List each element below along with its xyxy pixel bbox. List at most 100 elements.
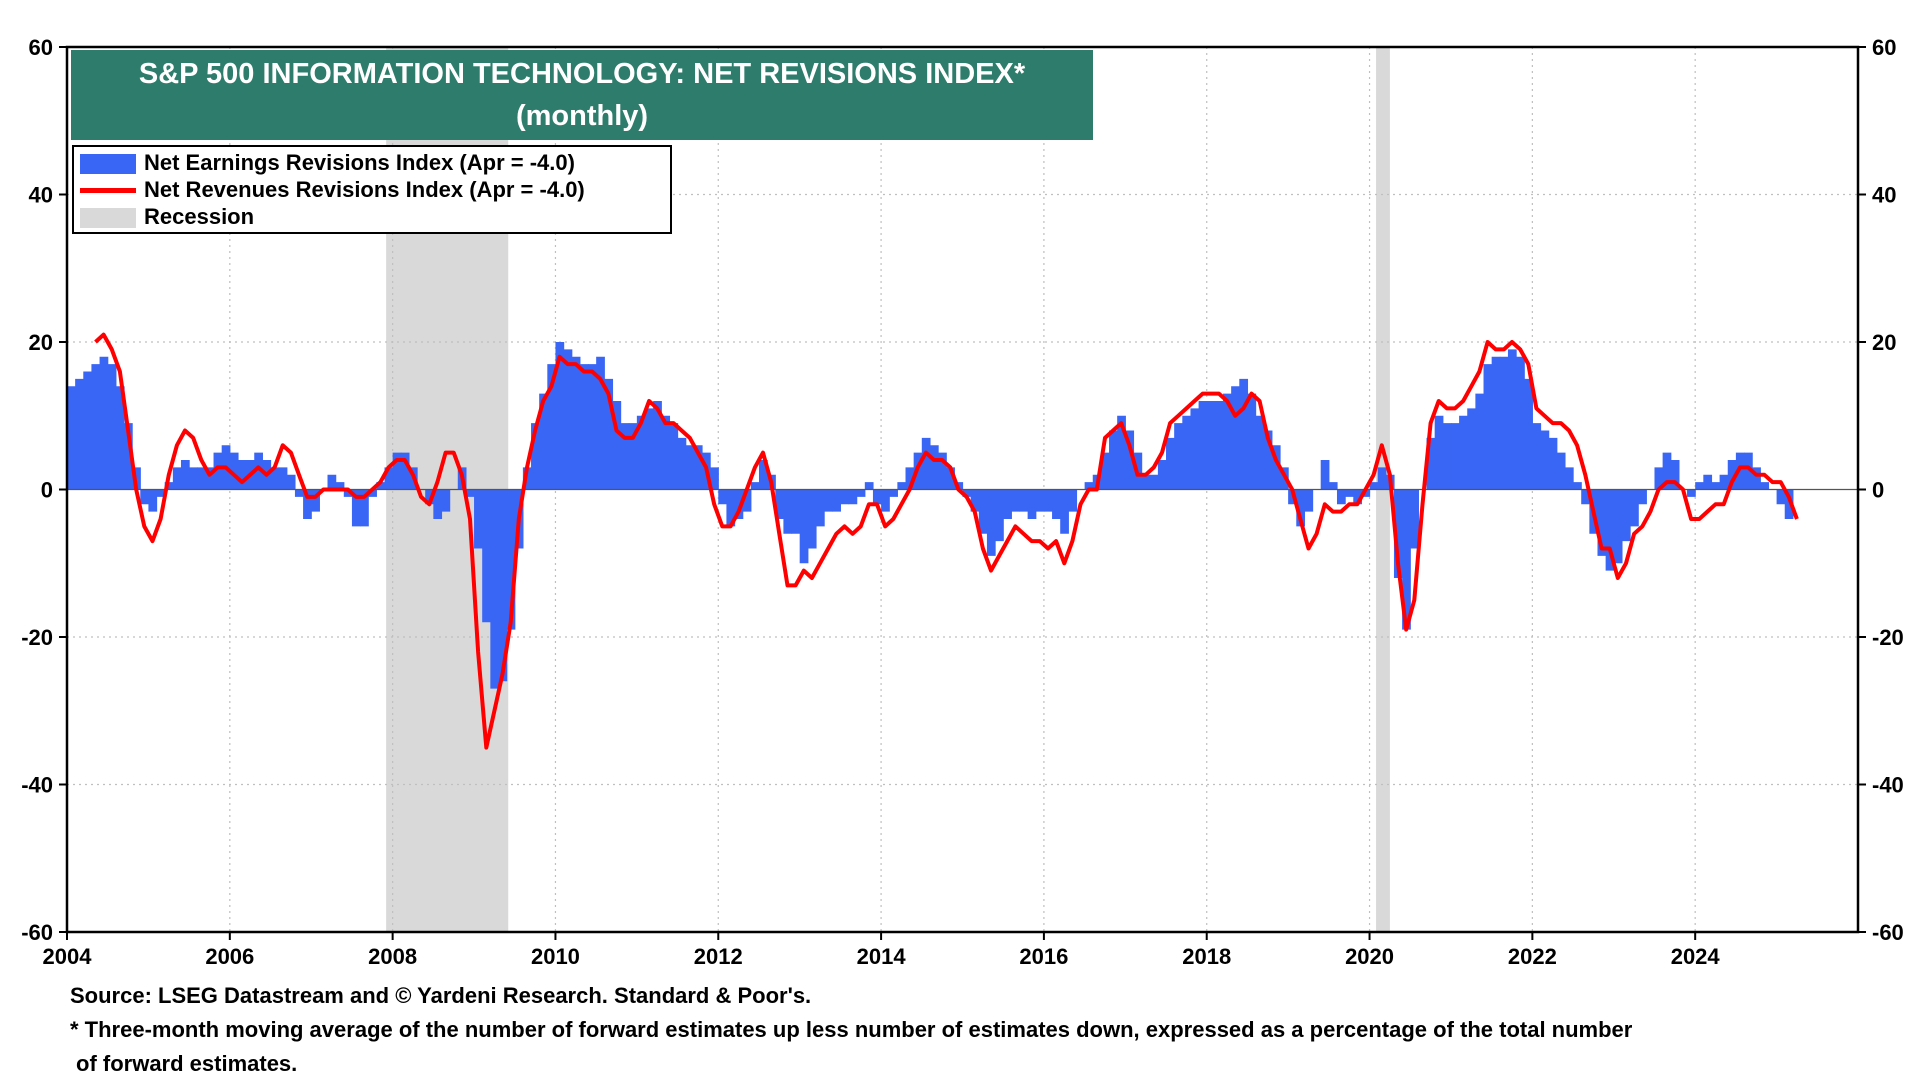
earnings-bar: [1630, 489, 1639, 527]
earnings-bar: [840, 489, 850, 505]
legend-item-revenues: Net Revenues Revisions Index (Apr = -4.0…: [74, 177, 670, 203]
earnings-bar: [824, 489, 833, 512]
earnings-bar: [864, 482, 874, 490]
earnings-bar: [1491, 356, 1501, 490]
earnings-bar: [91, 364, 101, 490]
earnings-bar: [938, 452, 947, 490]
earnings-bar: [1109, 430, 1118, 490]
earnings-bar: [1467, 408, 1476, 490]
earnings-bar: [661, 415, 671, 490]
earnings-bar: [1556, 452, 1566, 490]
legend-label-recession: Recession: [144, 204, 255, 229]
earnings-bar: [1353, 489, 1363, 505]
earnings-bar: [1719, 474, 1729, 490]
earnings-swatch: [80, 154, 136, 174]
y-tick-label-left: -40: [21, 773, 53, 798]
earnings-bar: [465, 489, 475, 497]
earnings-bar: [1516, 356, 1525, 490]
earnings-bar: [775, 489, 784, 519]
earnings-bar: [1670, 460, 1680, 490]
earnings-bar: [986, 489, 996, 556]
earnings-bar: [360, 489, 369, 527]
earnings-bar: [1442, 423, 1452, 490]
earnings-bar: [742, 489, 752, 512]
earnings-bar: [1687, 489, 1696, 497]
earnings-bar: [1190, 408, 1200, 490]
y-tick-label-right: 0: [1872, 478, 1884, 503]
earnings-bar: [384, 467, 394, 490]
earnings-bar: [1507, 349, 1517, 490]
earnings-bar: [1483, 364, 1493, 490]
x-tick-label: 2014: [857, 944, 907, 969]
earnings-bar: [351, 489, 361, 527]
earnings-bar: [1027, 489, 1037, 519]
earnings-bar: [1141, 474, 1151, 490]
earnings-bar: [1043, 489, 1053, 512]
earnings-bar: [832, 489, 841, 512]
y-tick-label-right: 60: [1872, 35, 1896, 60]
earnings-bar: [189, 467, 198, 490]
earnings-bar: [441, 489, 451, 512]
x-tick-label: 2022: [1508, 944, 1557, 969]
earnings-bar: [1426, 437, 1436, 490]
earnings-bar: [490, 489, 500, 689]
earnings-bar: [1361, 489, 1371, 497]
earnings-bar: [1304, 489, 1314, 512]
earnings-bar: [669, 423, 679, 490]
earnings-bar: [791, 489, 801, 534]
earnings-bar: [1125, 430, 1135, 490]
earnings-bar: [726, 489, 736, 527]
earnings-bar: [1621, 489, 1631, 542]
earnings-bar: [1060, 489, 1069, 534]
earnings-bar: [645, 408, 654, 490]
earnings-bar: [1369, 482, 1379, 490]
earnings-bar: [1744, 452, 1753, 490]
earnings-bar: [254, 452, 263, 490]
earnings-bar: [693, 445, 703, 490]
earnings-bar: [1239, 378, 1249, 490]
earnings-bar: [905, 467, 915, 490]
earnings-bar: [327, 474, 337, 490]
earnings-bar: [140, 489, 150, 505]
earnings-bar: [237, 460, 247, 490]
earnings-bar: [1524, 378, 1533, 490]
earnings-bar: [750, 482, 760, 490]
x-tick-label: 2008: [368, 944, 417, 969]
y-tick-label-left: -60: [21, 920, 53, 945]
earnings-bar: [180, 460, 190, 490]
earnings-bar: [1564, 467, 1574, 490]
earnings-bar: [1328, 482, 1338, 490]
earnings-bar: [571, 356, 581, 490]
earnings-bar: [107, 364, 117, 490]
y-tick-label-left: 40: [29, 183, 53, 208]
earnings-bar: [1223, 393, 1232, 490]
earnings-bar: [400, 452, 410, 490]
earnings-bar: [1271, 445, 1281, 490]
x-tick-label: 2020: [1345, 944, 1394, 969]
earnings-bar: [1182, 415, 1192, 490]
legend-label-earnings: Net Earnings Revisions Index (Apr = -4.0…: [144, 150, 575, 175]
earnings-bar: [929, 445, 939, 490]
earnings-bar: [1434, 415, 1444, 490]
earnings-bar: [1255, 415, 1265, 490]
earnings-bar: [628, 423, 638, 490]
earnings-bar: [83, 371, 93, 490]
earnings-bar: [1320, 460, 1330, 490]
grid-lines: [67, 47, 1858, 932]
earnings-bar: [156, 489, 166, 497]
earnings-bar: [555, 342, 565, 490]
earnings-bar: [1035, 489, 1045, 512]
earnings-bar: [531, 423, 540, 490]
y-tick-label-right: 40: [1872, 183, 1896, 208]
earnings-bar: [115, 386, 125, 490]
earnings-bar: [799, 489, 809, 564]
earnings-bar: [881, 489, 890, 512]
earnings-bar: [1532, 423, 1542, 490]
earnings-bar: [1752, 467, 1761, 490]
earnings-bar: [1540, 430, 1550, 490]
earnings-bar: [1336, 489, 1346, 505]
x-tick-label: 2018: [1182, 944, 1231, 969]
earnings-bar: [1703, 474, 1713, 490]
earnings-bar: [1654, 467, 1664, 490]
